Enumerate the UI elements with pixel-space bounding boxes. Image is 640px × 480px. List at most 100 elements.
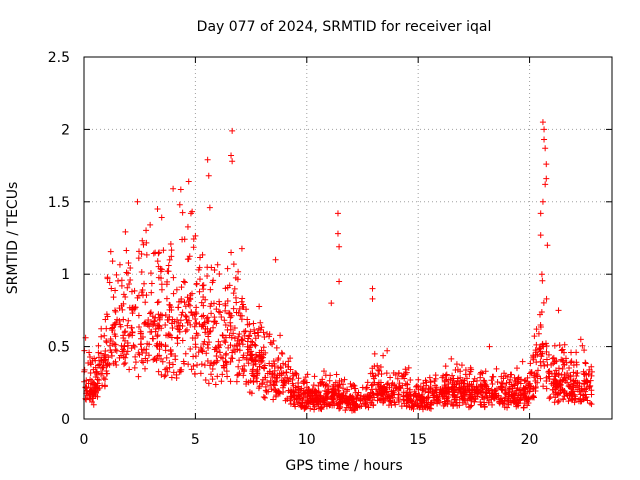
- data-point: [224, 265, 231, 272]
- data-point: [176, 328, 183, 335]
- data-point: [465, 404, 472, 411]
- data-point: [392, 401, 399, 408]
- data-point: [255, 385, 262, 392]
- data-point: [424, 394, 431, 401]
- data-point: [365, 392, 372, 399]
- data-point: [404, 381, 411, 388]
- data-point: [207, 303, 214, 310]
- data-point: [336, 243, 343, 250]
- data-point: [201, 362, 208, 369]
- data-point: [190, 236, 197, 243]
- data-point: [159, 312, 166, 319]
- data-point: [471, 375, 478, 382]
- data-point: [251, 341, 258, 348]
- data-point: [115, 277, 122, 284]
- data-point: [147, 310, 154, 317]
- data-point: [109, 258, 116, 265]
- data-point: [134, 198, 141, 205]
- data-point: [282, 397, 289, 404]
- data-point: [125, 317, 132, 324]
- data-point: [182, 350, 189, 357]
- data-point: [183, 314, 190, 321]
- data-point: [248, 352, 255, 359]
- data-point: [199, 282, 206, 289]
- data-point: [417, 393, 424, 400]
- data-point: [98, 333, 105, 340]
- data-point: [223, 368, 230, 375]
- data-point: [549, 355, 556, 362]
- data-point: [587, 400, 594, 407]
- data-point: [540, 383, 547, 390]
- data-point: [371, 350, 378, 357]
- data-point: [177, 186, 184, 193]
- data-point: [128, 324, 135, 331]
- data-point: [369, 285, 376, 292]
- data-point: [228, 152, 235, 159]
- data-point: [431, 397, 438, 404]
- data-point: [433, 387, 440, 394]
- data-point: [275, 364, 282, 371]
- data-point: [110, 294, 117, 301]
- data-point: [181, 236, 188, 243]
- data-point: [235, 268, 242, 275]
- data-point: [188, 366, 195, 373]
- data-point: [90, 366, 97, 373]
- data-point: [123, 247, 130, 254]
- data-point: [287, 400, 294, 407]
- data-point: [305, 387, 312, 394]
- data-point: [175, 304, 182, 311]
- data-point: [240, 352, 247, 359]
- data-point: [420, 380, 427, 387]
- data-point: [87, 354, 94, 361]
- data-point: [559, 365, 566, 372]
- data-point: [162, 366, 169, 373]
- data-point: [454, 366, 461, 373]
- data-point: [217, 349, 224, 356]
- data-point: [457, 374, 464, 381]
- data-point: [223, 361, 230, 368]
- data-point: [97, 370, 104, 377]
- data-point: [185, 361, 192, 368]
- data-point: [366, 393, 373, 400]
- data-point: [204, 325, 211, 332]
- data-point: [227, 358, 234, 365]
- data-point: [483, 383, 490, 390]
- data-point: [551, 358, 558, 365]
- data-point: [166, 313, 173, 320]
- plot-frame: [83, 56, 613, 420]
- data-point: [310, 382, 317, 389]
- data-point: [179, 337, 186, 344]
- data-point: [97, 358, 104, 365]
- data-point: [86, 349, 93, 356]
- data-point: [123, 351, 130, 358]
- data-point: [102, 376, 109, 383]
- data-point: [559, 386, 566, 393]
- data-point: [443, 395, 450, 402]
- data-point: [357, 397, 364, 404]
- data-point: [197, 254, 204, 261]
- data-point: [102, 316, 109, 323]
- data-point: [304, 371, 311, 378]
- data-point: [522, 385, 529, 392]
- data-point: [90, 401, 97, 408]
- data-point: [211, 267, 218, 274]
- data-point: [204, 341, 211, 348]
- data-point: [402, 371, 409, 378]
- data-point: [323, 390, 330, 397]
- data-point: [143, 346, 150, 353]
- data-point: [103, 339, 110, 346]
- data-point: [439, 386, 446, 393]
- data-point: [227, 319, 234, 326]
- data-point: [283, 369, 290, 376]
- data-point: [173, 323, 180, 330]
- data-point: [448, 355, 455, 362]
- data-point: [169, 325, 176, 332]
- data-point: [280, 369, 287, 376]
- data-point: [552, 389, 559, 396]
- data-point: [296, 400, 303, 407]
- data-point: [127, 265, 134, 272]
- data-point: [383, 381, 390, 388]
- data-point: [562, 375, 569, 382]
- data-point: [194, 361, 201, 368]
- data-point: [154, 352, 161, 359]
